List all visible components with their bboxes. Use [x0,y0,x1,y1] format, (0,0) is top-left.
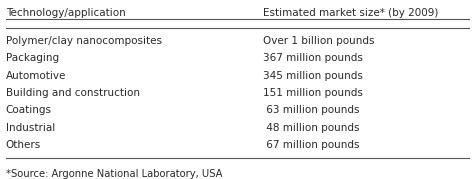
Text: Industrial: Industrial [6,123,55,133]
Text: Building and construction: Building and construction [6,88,140,98]
Text: Automotive: Automotive [6,71,66,81]
Text: 367 million pounds: 367 million pounds [263,53,363,63]
Text: Technology/application: Technology/application [6,8,126,18]
Text: 151 million pounds: 151 million pounds [263,88,363,98]
Text: Estimated market size* (by 2009): Estimated market size* (by 2009) [263,8,438,18]
Text: Others: Others [6,140,41,150]
Text: 67 million pounds: 67 million pounds [263,140,360,150]
Text: 63 million pounds: 63 million pounds [263,105,360,115]
Text: 345 million pounds: 345 million pounds [263,71,363,81]
Text: 48 million pounds: 48 million pounds [263,123,360,133]
Text: Over 1 billion pounds: Over 1 billion pounds [263,36,374,46]
Text: Coatings: Coatings [6,105,52,115]
Text: Packaging: Packaging [6,53,59,63]
Text: Polymer/clay nanocomposites: Polymer/clay nanocomposites [6,36,162,46]
Text: *Source: Argonne National Laboratory, USA: *Source: Argonne National Laboratory, US… [6,169,222,179]
